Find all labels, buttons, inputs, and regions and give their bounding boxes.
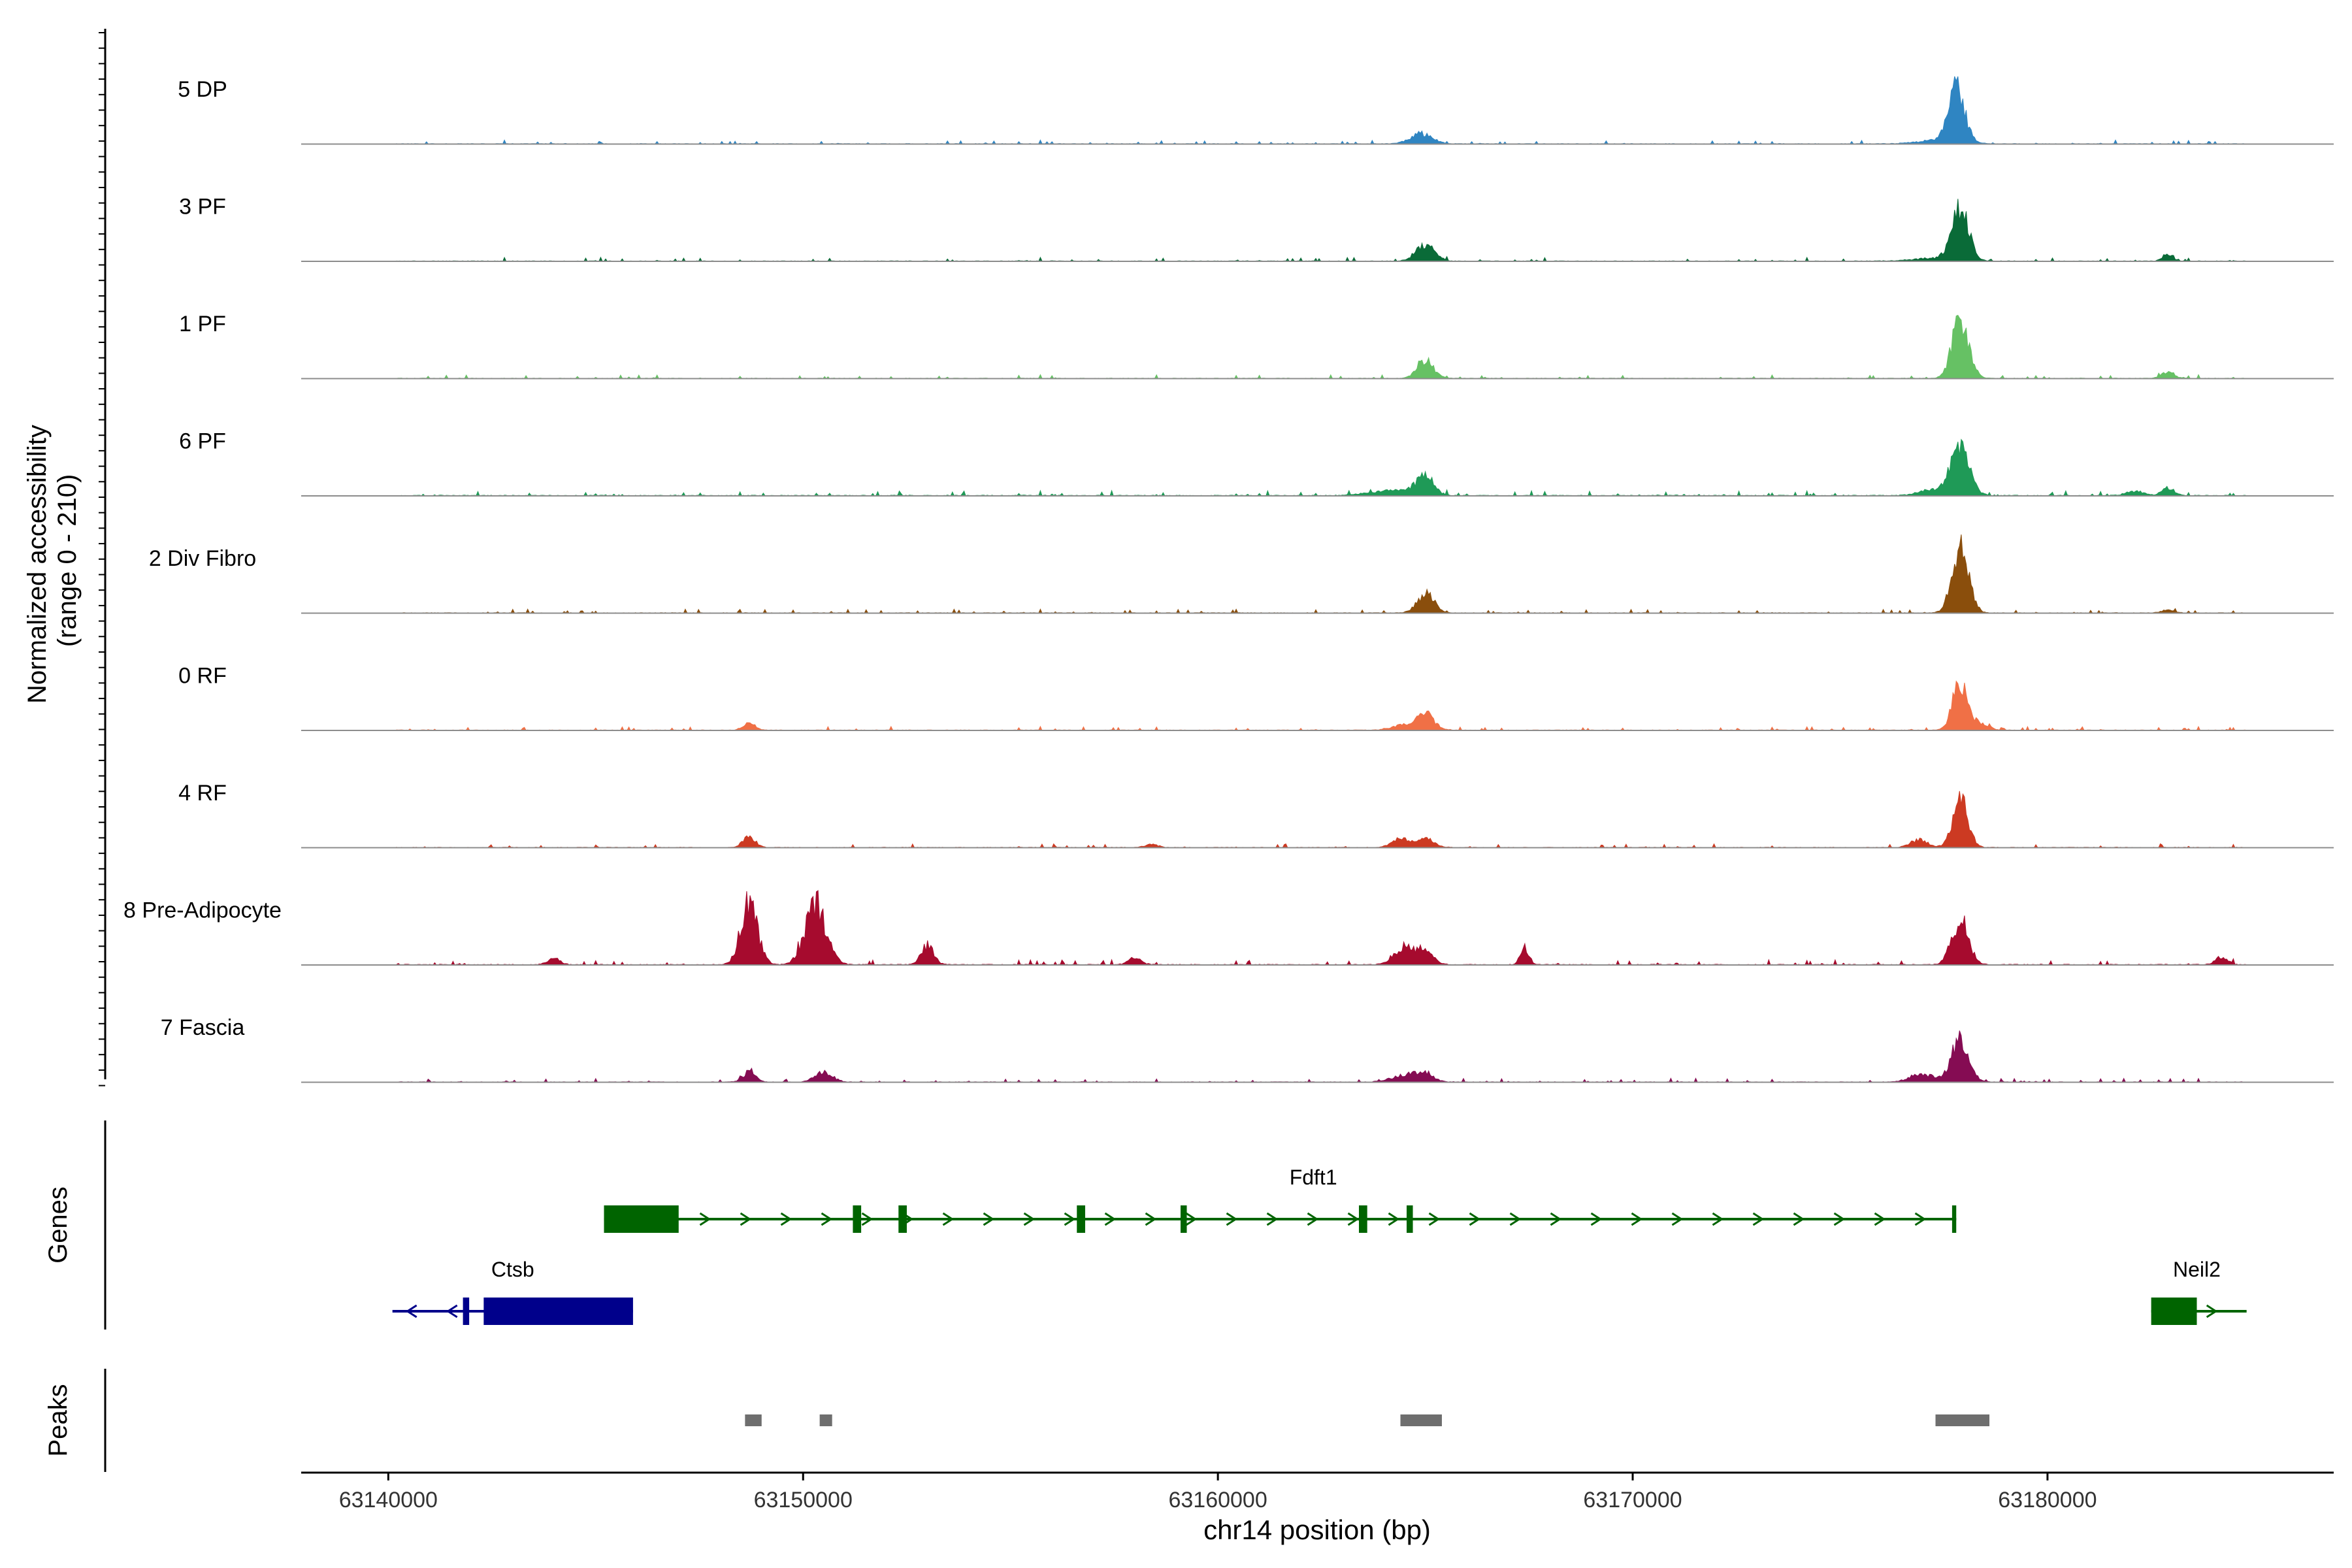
strand-arrow xyxy=(942,1212,955,1226)
gene-model: Fdft1 xyxy=(604,1166,1957,1233)
x-tick-label: 63150000 xyxy=(754,1488,853,1512)
strand-arrow xyxy=(1428,1212,1441,1226)
coverage-track: 4 RF xyxy=(178,781,2334,849)
strand-arrow xyxy=(1631,1212,1643,1226)
track-label: 2 Div Fibro xyxy=(149,546,256,571)
strand-arrow xyxy=(1914,1212,1927,1226)
strand-arrow xyxy=(1671,1212,1684,1226)
x-tick-label: 63170000 xyxy=(1583,1488,1682,1512)
strand-arrow xyxy=(1793,1212,1805,1226)
track-label: 3 PF xyxy=(179,195,226,220)
track-label: 0 RF xyxy=(178,664,227,689)
peaks-panel: Peaks xyxy=(44,1369,1990,1472)
strand-arrow xyxy=(1145,1212,1157,1226)
strand-arrow xyxy=(1266,1212,1279,1226)
coverage-track: 8 Pre-Adipocyte xyxy=(123,890,2334,966)
strand-arrow xyxy=(1833,1212,1846,1226)
gene-exon xyxy=(483,1298,633,1325)
gene-exon xyxy=(1952,1205,1957,1233)
coverage-panel: Normalized accessibility (range 0 - 210)… xyxy=(23,29,2334,1086)
strand-arrow xyxy=(1874,1212,1886,1226)
strand-arrow xyxy=(1752,1212,1765,1226)
gene-exon xyxy=(1077,1205,1085,1233)
strand-arrow xyxy=(1185,1212,1198,1226)
genes-panel: Genes Fdft1 Ctsb Neil2 xyxy=(44,1120,2247,1330)
strand-arrow xyxy=(780,1212,792,1226)
coverage-track: 6 PF xyxy=(179,429,2334,497)
peak-region-bar xyxy=(1935,1414,1990,1426)
peak-region-bar xyxy=(819,1414,832,1426)
track-label: 7 Fascia xyxy=(161,1015,245,1040)
gene-exon xyxy=(2151,1298,2197,1325)
gene-label: Ctsb xyxy=(491,1258,534,1281)
strand-arrow xyxy=(1388,1212,1400,1226)
peak-regions xyxy=(745,1414,1990,1426)
x-tick-label: 63160000 xyxy=(1168,1488,1267,1512)
strand-arrow xyxy=(1347,1212,1360,1226)
peak-region-bar xyxy=(745,1414,762,1426)
gene-model: Neil2 xyxy=(2151,1258,2247,1325)
gene-model: Ctsb xyxy=(392,1258,633,1325)
strand-arrow xyxy=(861,1212,874,1226)
coverage-y-label-line1: Normalized accessibility xyxy=(23,425,52,704)
strand-arrow xyxy=(1712,1212,1724,1226)
x-axis-ticks: 63140000 63150000 63160000 63170000 63180000 xyxy=(339,1473,2097,1512)
strand-arrow xyxy=(1064,1212,1076,1226)
coverage-tracks: 5 DP 3 PF 1 PF 6 PF 2 Div Fibro 0 RF 4 RF 8 Pre… xyxy=(123,76,2334,1083)
gene-exon xyxy=(853,1205,862,1233)
gene-exon xyxy=(1407,1205,1413,1233)
gene-exon xyxy=(1180,1205,1187,1233)
peak-region-bar xyxy=(1400,1414,1442,1426)
x-axis: 63140000 63150000 63160000 63170000 63180000… xyxy=(301,1471,2334,1545)
strand-arrow xyxy=(1550,1212,1562,1226)
strand-arrow xyxy=(1469,1212,1481,1226)
coverage-y-ticks xyxy=(99,32,105,1086)
strand-arrow xyxy=(1509,1212,1522,1226)
strand-arrow xyxy=(1590,1212,1603,1226)
gene-models: Fdft1 Ctsb Neil2 xyxy=(392,1166,2247,1325)
strand-arrow xyxy=(740,1212,752,1226)
coverage-track: 1 PF xyxy=(179,312,2334,380)
gene-exon xyxy=(463,1298,470,1325)
strand-arrow xyxy=(1307,1212,1319,1226)
gene-exon xyxy=(898,1205,907,1233)
track-label: 1 PF xyxy=(179,312,226,336)
strand-arrow xyxy=(2206,1304,2218,1318)
gene-label: Fdft1 xyxy=(1290,1166,1337,1189)
coverage-track: 0 RF xyxy=(178,664,2334,731)
genes-panel-label: Genes xyxy=(44,1186,73,1264)
strand-arrow xyxy=(1023,1212,1036,1226)
track-label: 8 Pre-Adipocyte xyxy=(123,898,282,923)
x-tick-label: 63180000 xyxy=(1998,1488,2097,1512)
track-label: 5 DP xyxy=(178,77,227,102)
gene-label: Neil2 xyxy=(2173,1258,2221,1281)
strand-arrow xyxy=(1226,1212,1238,1226)
strand-arrow xyxy=(446,1304,458,1318)
gene-exon xyxy=(1358,1205,1367,1233)
strand-arrow xyxy=(1104,1212,1117,1226)
strand-arrow xyxy=(821,1212,833,1226)
strand-arrow xyxy=(699,1212,711,1226)
track-label: 6 PF xyxy=(179,429,226,454)
coverage-track: 5 DP xyxy=(178,76,2334,145)
x-tick-label: 63140000 xyxy=(339,1488,438,1512)
peaks-panel-label: Peaks xyxy=(44,1384,73,1456)
track-label: 4 RF xyxy=(178,781,227,806)
gene-exon xyxy=(604,1205,679,1233)
coverage-y-label: Normalized accessibility (range 0 - 210) xyxy=(23,417,82,704)
coverage-track: 3 PF xyxy=(179,195,2334,262)
coverage-track: 7 Fascia xyxy=(161,1015,2334,1083)
strand-arrow xyxy=(405,1304,417,1318)
coverage-track: 2 Div Fibro xyxy=(149,534,2334,614)
coverage-y-label-line2: (range 0 - 210) xyxy=(53,474,82,647)
x-axis-label: chr14 position (bp) xyxy=(1203,1514,1431,1545)
strand-arrow xyxy=(983,1212,995,1226)
